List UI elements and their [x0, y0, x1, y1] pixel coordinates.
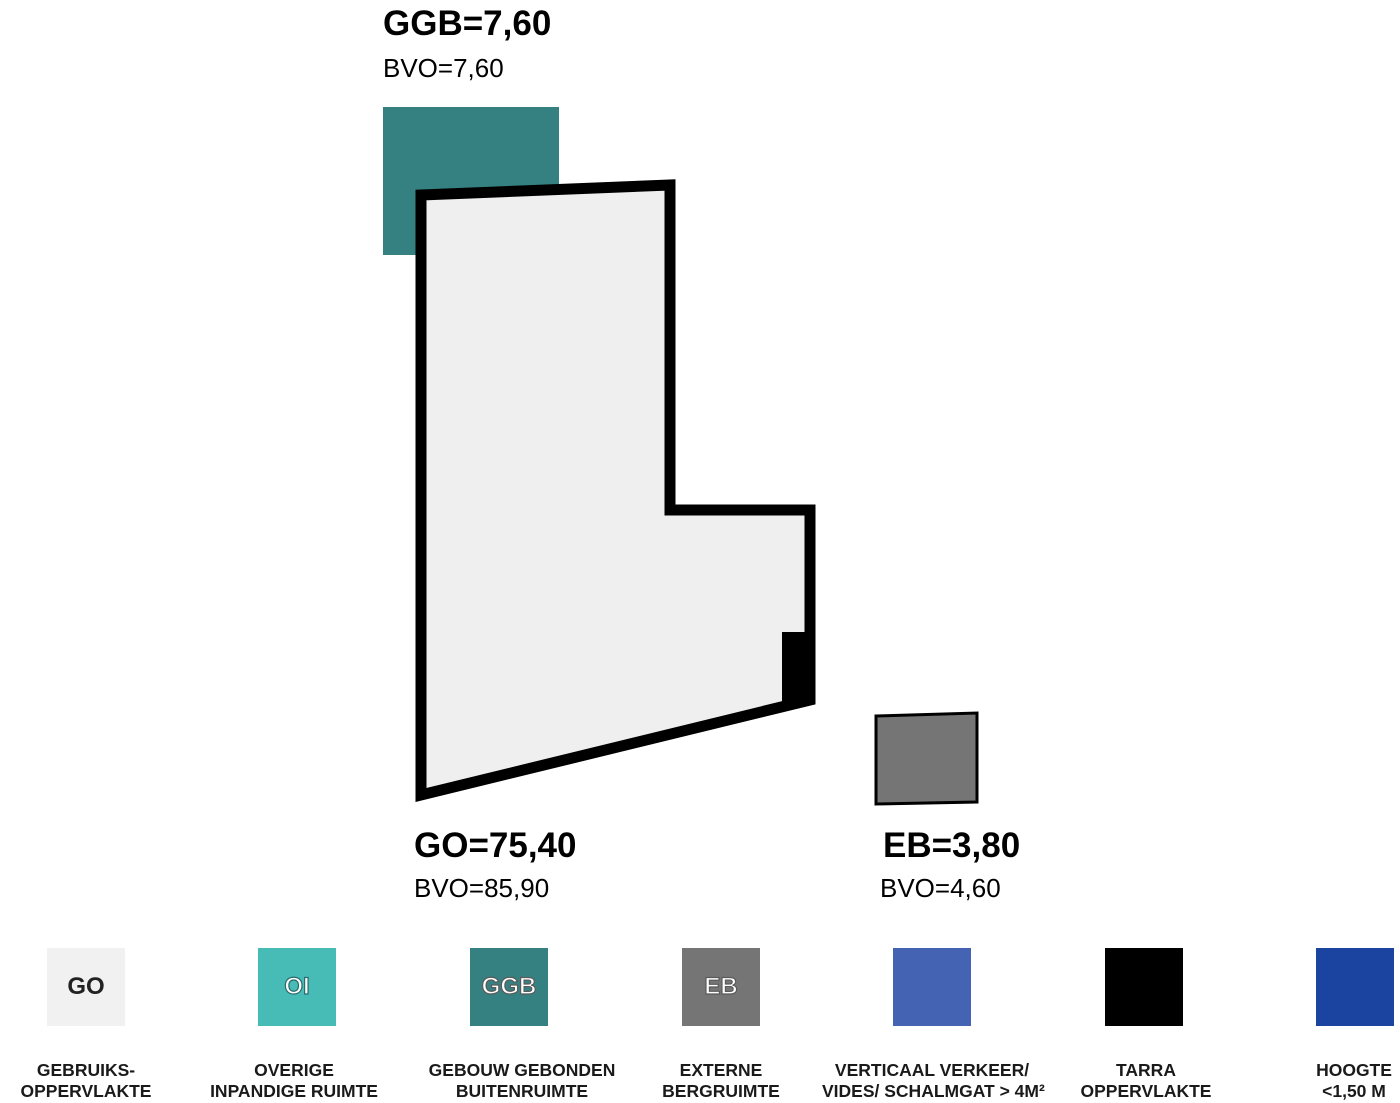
go-area-shape — [415, 179, 816, 803]
legend-label-line1: VERTICAAL VERKEER/ — [834, 1060, 1030, 1080]
legend-label-line1: EXTERNE — [679, 1060, 763, 1080]
legend-label-ggb: GEBOUW GEBONDEN BUITENRUIMTE — [412, 1060, 632, 1102]
legend-code-oi: OI — [284, 973, 311, 1000]
legend-item-ggb: GGB GEBOUW GEBONDEN BUITENRUIMTE — [412, 948, 632, 1103]
legend-swatch-verticaal-verkeer — [893, 948, 971, 1026]
legend-label-line2: VIDES/ SCHALMGAT > 4M² — [822, 1081, 1045, 1101]
legend-swatch-hoogte — [1316, 948, 1394, 1026]
legend-label-line2: BERGRUIMTE — [662, 1081, 780, 1101]
legend-label-line1: OVERIGE — [254, 1060, 334, 1080]
legend-item-eb: EB EXTERNE BERGRUIMTE — [611, 948, 831, 1103]
go-bvo-value: BVO=85,90 — [414, 873, 550, 903]
legend-label-line1: GEBOUW GEBONDEN — [428, 1060, 616, 1080]
legend-label-line2: OPPERVLAKTE — [1080, 1081, 1212, 1101]
eb-bvo-value: BVO=4,60 — [880, 873, 1001, 903]
legend-label-verticaal-verkeer: VERTICAAL VERKEER/ VIDES/ SCHALMGAT > 4M… — [822, 1060, 1045, 1102]
legend-item-hoogte: HOOGTE <1,50 M — [1248, 948, 1400, 1103]
legend-swatch-eb: EB — [682, 948, 760, 1026]
legend-item-verticaal-verkeer: VERTICAAL VERKEER/ VIDES/ SCHALMGAT > 4M… — [822, 948, 1045, 1103]
legend-item-tarra: TARRA OPPERVLAKTE — [1036, 948, 1256, 1103]
legend-item-oi: OI OVERIGE INPANDIGE RUIMTE — [184, 948, 404, 1103]
legend-label-eb: EXTERNE BERGRUIMTE — [611, 1060, 831, 1102]
legend-label-line1: GEBRUIKS- — [36, 1060, 136, 1080]
floor-plan — [383, 107, 979, 806]
ggb-area-value: GGB=7,60 — [383, 4, 552, 43]
legend-swatch-oi: OI — [258, 948, 336, 1026]
legend-label-tarra: TARRA OPPERVLAKTE — [1036, 1060, 1256, 1102]
legend-label-line2: OPPERVLAKTE — [20, 1081, 152, 1101]
legend-label-line2: <1,50 M — [1322, 1081, 1386, 1101]
eb-area-shape — [874, 711, 979, 806]
legend-label-line1: HOOGTE — [1316, 1060, 1392, 1080]
legend-label-line1: TARRA — [1116, 1060, 1176, 1080]
legend-code-go: GO — [67, 973, 105, 1000]
legend-code-ggb: GGB — [481, 973, 537, 1000]
ggb-bvo-value: BVO=7,60 — [383, 53, 504, 83]
eb-area-value: EB=3,80 — [883, 826, 1021, 865]
legend-swatch-go: GO — [47, 948, 125, 1026]
legend-label-oi: OVERIGE INPANDIGE RUIMTE — [184, 1060, 404, 1102]
legend-swatch-tarra — [1105, 948, 1183, 1026]
legend-item-go: GO GEBRUIKS- OPPERVLAKTE — [0, 948, 196, 1103]
legend-label-go: GEBRUIKS- OPPERVLAKTE — [0, 1060, 196, 1102]
legend-swatch-ggb: GGB — [470, 948, 548, 1026]
go-area-value: GO=75,40 — [414, 826, 577, 865]
legend-label-line2: INPANDIGE RUIMTE — [210, 1081, 378, 1101]
legend-label-line2: BUITENRUIMTE — [455, 1081, 589, 1101]
tarra-area-shape — [782, 632, 812, 707]
legend-label-hoogte: HOOGTE <1,50 M — [1304, 1060, 1400, 1102]
legend-code-eb: EB — [704, 973, 739, 1000]
